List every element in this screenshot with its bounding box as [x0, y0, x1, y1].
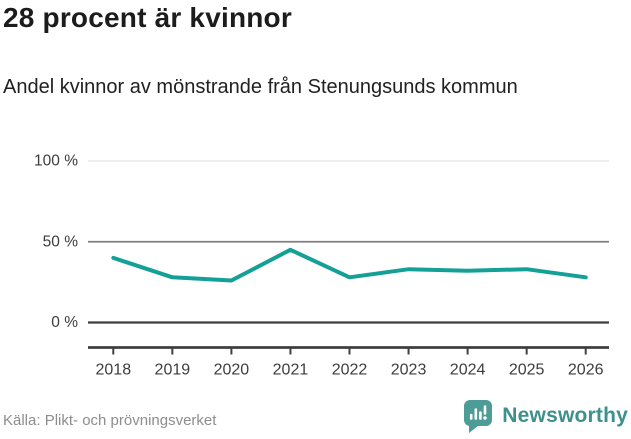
- newsworthy-logo-text: Newsworthy: [502, 404, 628, 427]
- newsworthy-logo: Newsworthy: [463, 399, 628, 433]
- y-tick-label: 0 %: [51, 314, 78, 331]
- x-tick-label: 2023: [391, 362, 427, 379]
- x-tick-label: 2026: [568, 362, 604, 379]
- x-tick-label: 2021: [273, 362, 309, 379]
- source-note: Källa: Plikt- och prövningsverket: [3, 412, 217, 429]
- x-tick-label: 2025: [509, 362, 545, 379]
- y-tick-label: 100 %: [34, 153, 78, 170]
- x-tick-label: 2024: [450, 362, 486, 379]
- chart-title: 28 procent är kvinnor: [3, 2, 292, 33]
- newsworthy-bubble-chart-icon: [463, 399, 493, 433]
- line-chart-svg: 0 % 50 % 100 % 2018 2019 2020 2021 2022 2023 2024…: [34, 153, 609, 379]
- chart-subtitle: Andel kvinnor av mönstrande från Stenung…: [3, 76, 518, 98]
- x-tick-label: 2022: [332, 362, 368, 379]
- line-series: [111, 247, 588, 283]
- chart-area: 0 % 50 % 100 % 2018 2019 2020 2021 2022 2023 2024…: [0, 140, 631, 390]
- x-tick-label: 2020: [214, 362, 250, 379]
- y-tick-label: 50 %: [43, 233, 79, 250]
- x-tick-label: 2019: [155, 362, 191, 379]
- x-tick-label: 2018: [96, 362, 132, 379]
